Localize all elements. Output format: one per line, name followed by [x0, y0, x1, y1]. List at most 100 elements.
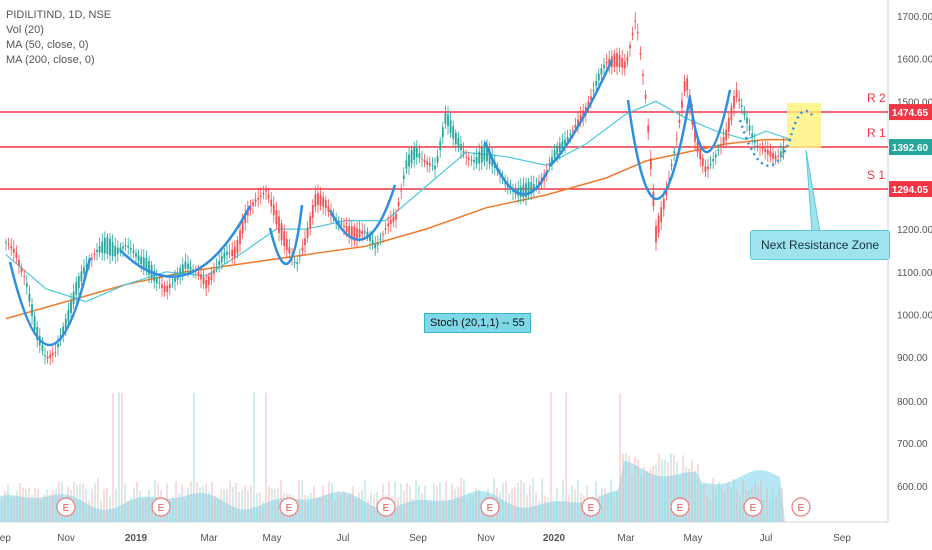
y-tick-label: 1600.00 — [897, 55, 932, 66]
candle-body — [124, 245, 127, 247]
candle-body — [673, 151, 676, 154]
candle-body — [366, 232, 369, 237]
candle-body — [766, 149, 769, 155]
candle-body — [322, 197, 325, 207]
candle-body — [753, 141, 756, 144]
candle-body — [665, 189, 668, 196]
stoch-label[interactable]: Stoch (20,1,1) -- 55 — [424, 313, 531, 333]
x-tick-label: Sep — [833, 533, 851, 544]
candle-body — [600, 68, 603, 75]
candle-body — [488, 150, 491, 165]
candle-body — [75, 282, 78, 295]
candle-body — [603, 64, 605, 69]
candle-body — [353, 227, 356, 241]
candle-body — [486, 144, 488, 162]
candle-body — [311, 204, 314, 218]
candle-body — [631, 33, 634, 36]
earnings-marker — [791, 497, 811, 517]
earnings-marker — [743, 497, 763, 517]
candle-body — [343, 225, 345, 228]
candle-body — [7, 243, 10, 246]
candle-body — [301, 247, 304, 251]
candle-body — [218, 260, 221, 266]
legend-volume[interactable]: Vol (20) — [6, 24, 44, 36]
candle-body — [621, 58, 624, 68]
x-tick-label: 2019 — [125, 533, 148, 544]
candle-body — [709, 164, 712, 166]
candle-body — [101, 241, 104, 253]
candle-body — [283, 230, 286, 247]
candle-body — [727, 117, 730, 132]
x-tick-label: May — [263, 533, 282, 544]
ma50-line — [5, 100, 792, 303]
candle-body — [720, 144, 722, 146]
candle-body — [587, 101, 590, 109]
candle-body — [743, 111, 746, 116]
candle-body — [49, 354, 52, 358]
candle-body — [15, 252, 18, 258]
candle-body — [23, 276, 26, 278]
level-name: R 1 — [867, 126, 886, 140]
candle-body — [764, 148, 767, 153]
candle-body — [460, 143, 462, 151]
candle-body — [226, 251, 228, 256]
candle-body — [270, 199, 273, 207]
candle-body — [220, 255, 223, 263]
candle-body — [774, 155, 777, 160]
legend-symbol[interactable]: PIDILITIND, 1D, NSE — [6, 9, 112, 21]
candle-body — [558, 143, 561, 153]
candle-body — [397, 202, 400, 207]
candle-body — [98, 245, 101, 253]
candle-body — [57, 344, 59, 348]
candle-body — [155, 277, 158, 284]
candle-body — [324, 200, 327, 209]
price-badge — [889, 181, 932, 198]
candle-body — [285, 239, 288, 251]
next-resistance-callout[interactable]: Next Resistance Zone — [750, 230, 891, 260]
legend-ma50[interactable]: MA (50, close, 0) — [6, 39, 89, 51]
candle-body — [452, 126, 455, 139]
candle-body — [532, 183, 535, 190]
candle-body — [657, 216, 660, 234]
candle-body — [613, 53, 616, 68]
candle-body — [90, 257, 93, 260]
candle-body — [618, 55, 621, 68]
candle-body — [158, 282, 161, 284]
volume-tick-label: 800.00 — [897, 397, 928, 408]
candle-body — [44, 355, 46, 357]
candle-body — [215, 266, 218, 268]
candle-body — [116, 247, 119, 255]
candle-body — [636, 31, 639, 34]
candle-body — [213, 270, 215, 274]
candle-body — [564, 139, 566, 145]
candle-body — [592, 90, 595, 92]
candle-body — [254, 199, 257, 202]
candle-body — [777, 155, 780, 157]
candle-body — [548, 165, 551, 167]
candle-body — [678, 119, 681, 124]
candle-body — [187, 263, 189, 269]
earnings-marker-label: E — [383, 503, 390, 514]
candle-body — [675, 138, 678, 140]
price-axis — [888, 0, 932, 550]
candle-body — [733, 96, 735, 108]
candle-body — [18, 260, 20, 266]
y-tick-label: 1500.00 — [897, 97, 932, 108]
legend-ma200[interactable]: MA (200, close, 0) — [6, 54, 95, 66]
candle-body — [457, 137, 460, 148]
candle-body — [5, 241, 7, 243]
candle-body — [475, 157, 478, 165]
candle-body — [740, 105, 743, 108]
candle-body — [179, 267, 182, 277]
earnings-marker — [581, 497, 601, 517]
candle-body — [694, 129, 696, 142]
candle-body — [597, 73, 600, 81]
candle-body — [200, 274, 202, 280]
x-tick-label: Jul — [760, 533, 773, 544]
curve-annotation — [268, 204, 304, 266]
candle-body — [31, 304, 33, 317]
candle-body — [142, 257, 145, 268]
candle-body — [444, 112, 447, 124]
candle-body — [280, 223, 283, 241]
